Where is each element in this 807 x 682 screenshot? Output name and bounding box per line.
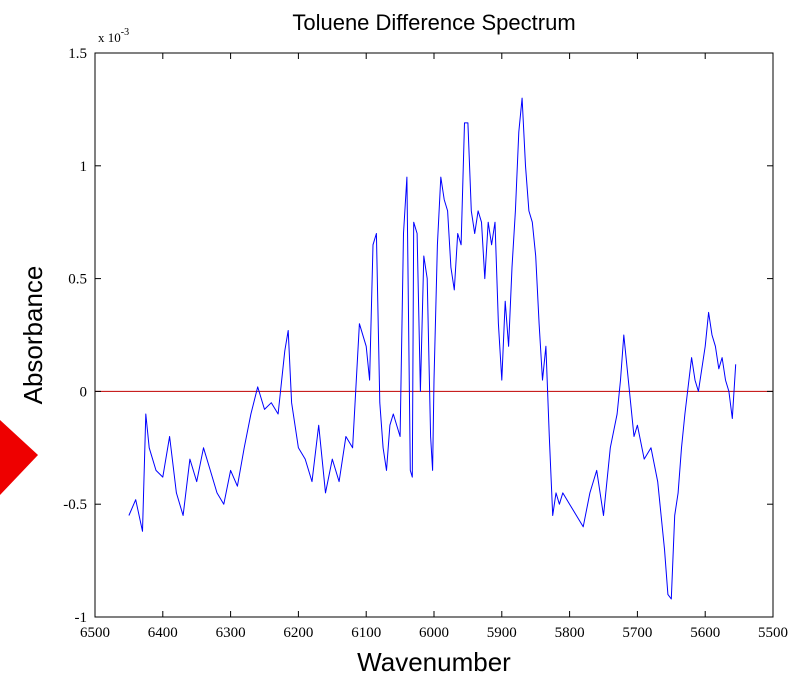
y-tick-label: 0.5 [68, 272, 87, 288]
x-tick-label: 6000 [419, 625, 449, 641]
x-axis-label: Wavenumber [357, 647, 511, 677]
y-tick-label: 1 [80, 159, 88, 175]
series-line [128, 97, 737, 600]
y-multiplier-exponent: -3 [121, 27, 129, 38]
y-tick-label: -0.5 [63, 497, 87, 513]
y-axis-label: Absorbance [18, 266, 48, 405]
y-tick-label: 0 [80, 384, 88, 400]
y-tick-label: 1.5 [68, 46, 87, 62]
chart-title: Toluene Difference Spectrum [292, 10, 575, 35]
x-tick-label: 5500 [758, 625, 788, 641]
x-tick-label: 6400 [148, 625, 178, 641]
y-multiplier-base: x 10 [98, 30, 121, 45]
x-tick-label: 5800 [555, 625, 585, 641]
y-ticks: -1 -0.5 0 0.5 1 1.5 [63, 46, 773, 626]
x-tick-label: 6300 [216, 625, 246, 641]
plot-area [94, 52, 774, 618]
red-triangle-marker [0, 420, 38, 495]
x-tick-label: 6500 [80, 625, 110, 641]
x-tick-label: 5700 [622, 625, 652, 641]
x-ticks: 6500 6400 6300 6200 6100 6000 5900 5800 5700 5600… [80, 53, 788, 641]
x-tick-label: 6200 [283, 625, 313, 641]
x-tick-label: 5600 [690, 625, 720, 641]
y-tick-label: -1 [75, 610, 88, 626]
x-tick-label: 5900 [487, 625, 517, 641]
x-tick-label: 6100 [351, 625, 381, 641]
y-multiplier-label: x 10-3 [98, 27, 129, 45]
series-group [128, 97, 737, 600]
